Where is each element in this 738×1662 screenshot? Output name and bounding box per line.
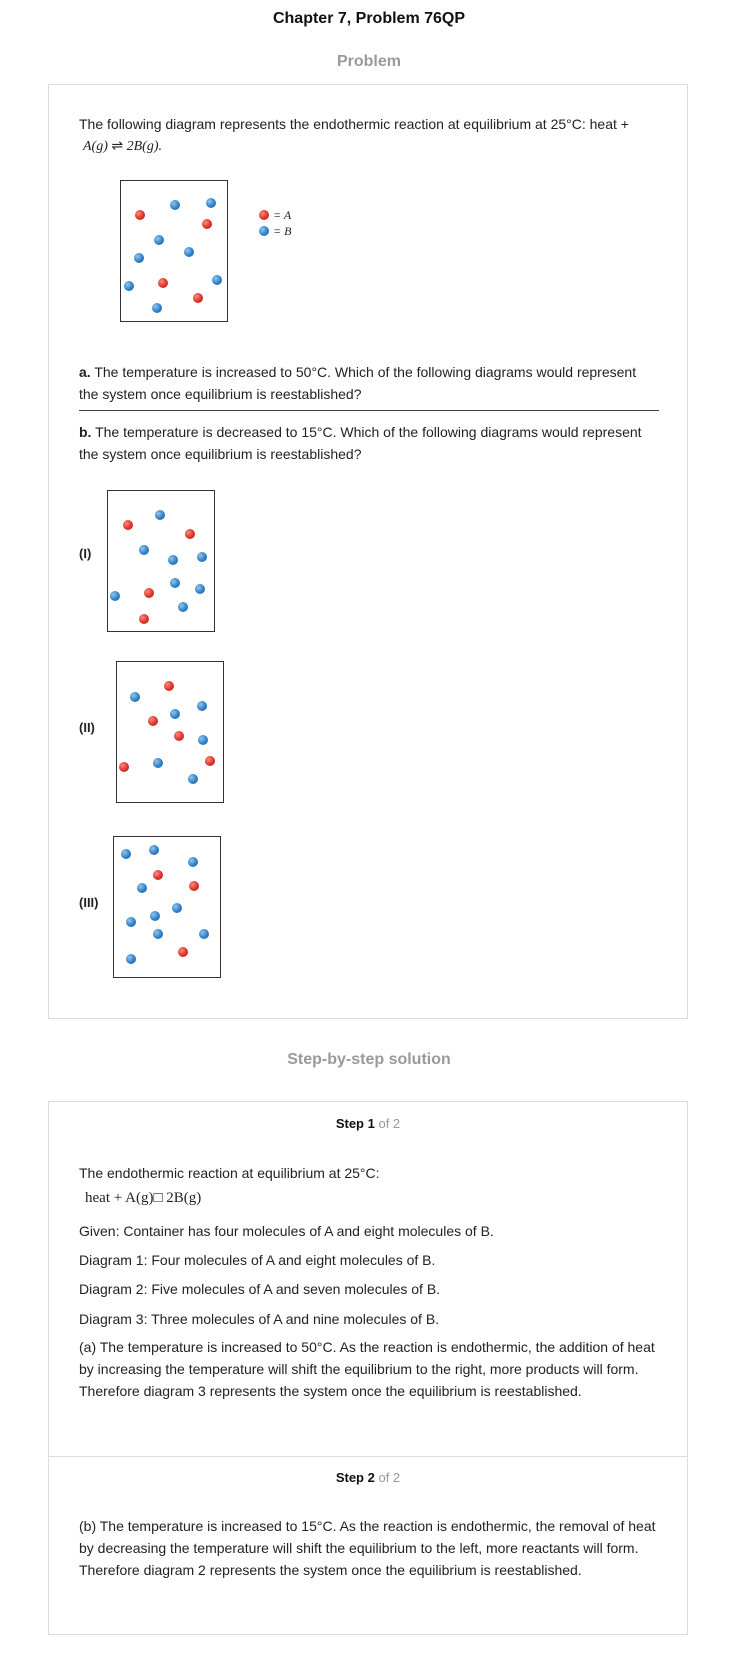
diagram-1 — [107, 490, 215, 632]
molecule-a — [158, 278, 168, 288]
step-2-label: Step 2 — [335, 1470, 375, 1485]
equation-left: A(g) — [83, 139, 108, 154]
molecule-a — [148, 716, 158, 726]
step-1-answer-a: (a) The temperature is increased to 50°C… — [79, 1339, 655, 1399]
molecule-b — [153, 929, 163, 939]
question-a-marker: a. — [79, 364, 91, 380]
molecule-a — [205, 756, 215, 766]
problem-card: The following diagram represents the end… — [48, 84, 688, 1019]
molecule-a-icon — [259, 210, 269, 220]
initial-diagram — [120, 180, 228, 322]
molecule-b — [153, 758, 163, 768]
molecule-a — [178, 947, 188, 957]
molecule-b — [206, 198, 216, 208]
molecule-b — [126, 954, 136, 964]
molecule-b — [199, 929, 209, 939]
step-1-title: Step 1 of 2 — [49, 1116, 687, 1131]
legend-label-a: = A — [273, 208, 292, 222]
molecule-a — [119, 762, 129, 772]
molecule-b — [197, 552, 207, 562]
molecule-b — [212, 275, 222, 285]
molecule-b — [172, 903, 182, 913]
molecule-a — [185, 529, 195, 539]
page-title: Chapter 7, Problem 76QP — [272, 10, 466, 27]
molecule-a — [174, 731, 184, 741]
diagram-3 — [113, 836, 221, 978]
legend-label-b: = B — [273, 224, 292, 238]
molecule-a — [202, 219, 212, 229]
molecule-b — [170, 200, 180, 210]
molecule-b — [121, 849, 131, 859]
question-b-marker: b. — [79, 424, 92, 440]
molecule-b — [126, 917, 136, 927]
molecule-b — [170, 578, 180, 588]
equation-right: 2B(g). — [126, 139, 163, 154]
molecule-b — [188, 857, 198, 867]
molecule-b — [124, 281, 134, 291]
step-1-diagram-1: Diagram 1: Four molecules of A and eight… — [79, 1252, 436, 1268]
molecule-b — [178, 602, 188, 612]
step-1-given: Given: Container has four molecules of A… — [79, 1223, 494, 1239]
question-a: a. The temperature is increased to 50°C.… — [79, 361, 659, 405]
molecule-b — [149, 845, 159, 855]
diagram-label-2: (II) — [79, 720, 95, 735]
step-1-equation: heat + A(g)□ 2B(g) — [85, 1190, 202, 1206]
molecule-a — [144, 588, 154, 598]
molecule-b — [110, 591, 120, 601]
solution-section-title: Step-by-step solution — [287, 1051, 451, 1068]
molecule-b — [168, 555, 178, 565]
step-1-diagram-2: Diagram 2: Five molecules of A and seven… — [79, 1281, 441, 1297]
molecule-a — [135, 210, 145, 220]
step-1-label: Step 1 — [335, 1116, 375, 1131]
molecule-b — [188, 774, 198, 784]
molecule-b — [137, 883, 147, 893]
legend-item-b: = B — [259, 223, 291, 239]
molecule-b — [170, 709, 180, 719]
molecule-b — [184, 247, 194, 257]
step-2-count: of 2 — [378, 1470, 401, 1485]
problem-section-title: Problem — [336, 53, 401, 70]
molecule-b — [139, 545, 149, 555]
reaction-equation: A(g) ⇌ 2B(g). — [83, 135, 162, 158]
diagram-label-1: (I) — [79, 546, 92, 561]
molecule-a — [153, 870, 163, 880]
step-divider — [49, 1456, 687, 1457]
legend-item-a: = A — [259, 207, 291, 223]
step-1-count: of 2 — [378, 1116, 401, 1131]
question-a-text: The temperature is increased to 50°C. Wh… — [79, 364, 637, 402]
molecule-b-icon — [259, 226, 269, 236]
molecule-a — [123, 520, 133, 530]
solution-card: Step 1 of 2 The endothermic reaction at … — [48, 1101, 688, 1635]
step-1-intro: The endothermic reaction at equilibrium … — [79, 1165, 380, 1181]
molecule-b — [154, 235, 164, 245]
molecule-b — [197, 701, 207, 711]
molecule-a — [189, 881, 199, 891]
molecule-a — [139, 614, 149, 624]
molecule-b — [155, 510, 165, 520]
question-b: b. The temperature is decreased to 15°C.… — [79, 421, 659, 465]
molecule-b — [152, 303, 162, 313]
step-2-answer-b: (b) The temperature is increased to 15°C… — [79, 1518, 656, 1578]
step-1-diagram-3: Diagram 3: Three molecules of A and nine… — [79, 1311, 440, 1327]
diagram-label-3: (III) — [79, 895, 99, 910]
molecule-a — [164, 681, 174, 691]
diagram-2 — [116, 661, 224, 803]
molecule-b — [195, 584, 205, 594]
molecule-a — [193, 293, 203, 303]
molecule-b — [130, 692, 140, 702]
molecule-b — [150, 911, 160, 921]
question-divider — [79, 410, 659, 411]
problem-intro: The following diagram represents the end… — [79, 116, 629, 132]
question-b-text: The temperature is decreased to 15°C. Wh… — [79, 424, 642, 462]
legend: = A = B — [259, 207, 291, 239]
molecule-b — [198, 735, 208, 745]
equilibrium-arrow-icon: ⇌ — [111, 138, 124, 154]
step-2-title: Step 2 of 2 — [49, 1470, 687, 1485]
molecule-b — [134, 253, 144, 263]
